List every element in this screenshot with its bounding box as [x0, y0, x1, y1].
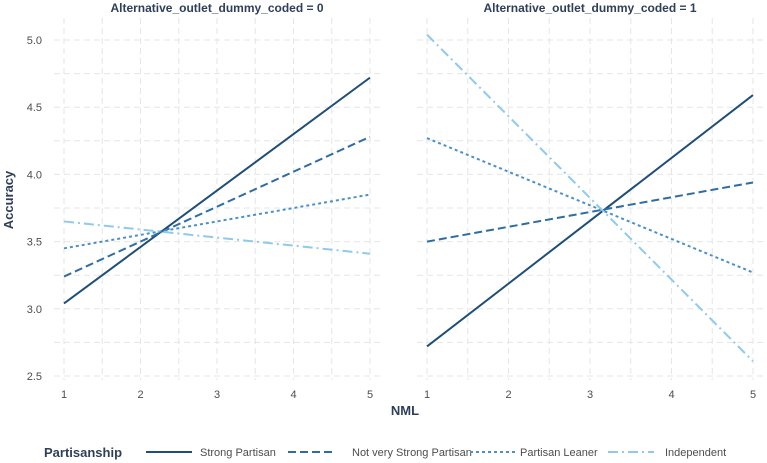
series-line-not-very-strong-partisan: [426, 181, 754, 243]
series-line-partisan-leaner: [63, 193, 371, 250]
legend-title: Partisanship: [44, 445, 122, 460]
series-line-partisan-leaner: [426, 137, 754, 274]
panel-title: Alternative_outlet_dummy_coded = 0: [110, 1, 323, 15]
x-tick-label: 5: [750, 389, 756, 401]
legend-label: Strong Partisan: [200, 447, 276, 459]
y-tick-label: 4.5: [27, 102, 42, 114]
y-tick-label: 4.0: [27, 169, 42, 181]
x-tick-label: 5: [367, 389, 373, 401]
series-line-strong-partisan: [63, 76, 371, 305]
y-tick-label: 5.0: [27, 35, 42, 47]
x-tick-label: 2: [137, 389, 143, 401]
panel-1: Alternative_outlet_dummy_coded = 1 1 2 3 4 5: [417, 1, 763, 401]
y-tick-label: 3.0: [27, 304, 42, 316]
x-tick-label: 4: [290, 389, 296, 401]
legend: Partisanship Strong Partisan Not very Stro…: [44, 445, 726, 460]
x-axis-title: NML: [391, 403, 419, 418]
series-line-independent: [426, 33, 754, 362]
x-tick-label: 1: [424, 389, 430, 401]
legend-label: Independent: [665, 447, 726, 459]
series-line-not-very-strong-partisan: [63, 135, 371, 278]
y-tick-label: 3.5: [27, 237, 42, 249]
x-tick-label: 1: [61, 389, 67, 401]
legend-label: Partisan Leaner: [520, 447, 598, 459]
panel-title: Alternative_outlet_dummy_coded = 1: [483, 1, 696, 15]
legend-label: Not very Strong Partisan: [352, 447, 472, 459]
x-tick-label: 4: [668, 389, 674, 401]
x-tick-label: 3: [587, 389, 593, 401]
x-tick-label: 3: [214, 389, 220, 401]
panel-0: Alternative_outlet_dummy_coded = 0 1 2 3 4 5 2…: [27, 1, 380, 401]
series-line-strong-partisan: [426, 94, 754, 348]
x-tick-label: 2: [505, 389, 511, 401]
y-tick-label: 2.5: [27, 371, 42, 383]
y-axis-title: Accuracy: [1, 170, 16, 229]
